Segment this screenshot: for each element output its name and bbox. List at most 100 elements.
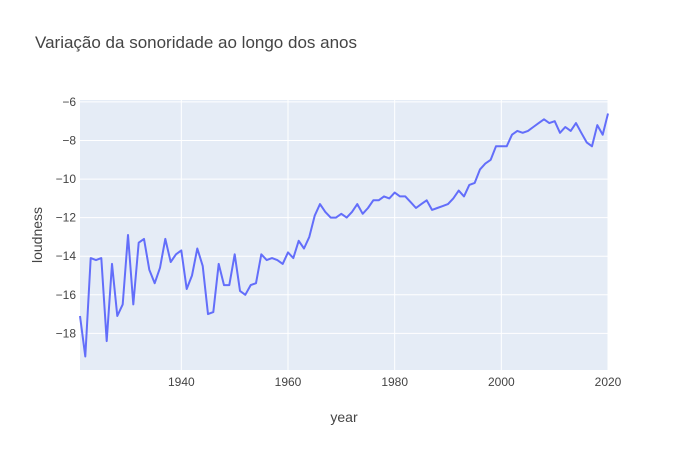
data-point: [338, 211, 344, 217]
data-point: [242, 292, 248, 298]
data-point: [552, 118, 558, 124]
data-point: [306, 234, 312, 240]
data-point: [461, 193, 467, 199]
data-point: [93, 257, 99, 263]
data-point: [226, 282, 232, 288]
data-point: [285, 249, 291, 255]
data-point: [333, 215, 339, 221]
data-point: [482, 161, 488, 167]
data-point: [221, 282, 227, 288]
data-point: [88, 255, 94, 261]
data-point: [194, 246, 200, 252]
data-point: [296, 238, 302, 244]
data-point: [530, 124, 536, 130]
x-tick-label: 1940: [168, 375, 195, 389]
data-point: [450, 195, 456, 201]
data-point: [184, 286, 190, 292]
data-point: [509, 132, 515, 138]
data-point: [541, 116, 547, 122]
data-point: [386, 195, 392, 201]
data-point: [376, 197, 382, 203]
data-point: [466, 182, 472, 188]
data-point: [290, 255, 296, 261]
data-point: [370, 197, 376, 203]
data-point: [392, 190, 398, 196]
y-tick-label: −6: [62, 95, 76, 109]
data-point: [413, 205, 419, 211]
data-point: [488, 157, 494, 163]
data-point: [504, 143, 510, 149]
x-tick-label: 1960: [275, 375, 302, 389]
data-point: [525, 128, 531, 134]
tick-labels: 1940 1960 1980 2000 2020 −18 −16 −14 −12 −10 −8 −6: [56, 95, 622, 389]
data-point: [210, 309, 216, 315]
data-point: [429, 207, 435, 213]
data-point: [514, 128, 520, 134]
data-point: [354, 201, 360, 207]
data-point: [557, 130, 563, 136]
data-point: [301, 246, 307, 252]
data-point: [274, 257, 280, 263]
y-tick-label: −10: [56, 172, 77, 186]
data-point: [130, 301, 136, 307]
x-tick-label: 2000: [488, 375, 515, 389]
data-point: [125, 232, 131, 238]
data-point: [520, 130, 526, 136]
data-point: [562, 124, 568, 130]
data-point: [253, 280, 259, 286]
data-point: [584, 139, 590, 145]
grid-lines: [80, 100, 609, 370]
data-point: [349, 209, 355, 215]
data-point: [205, 311, 211, 317]
x-axis-title: year: [330, 409, 358, 425]
data-point: [269, 255, 275, 261]
data-point: [568, 128, 574, 134]
data-point: [344, 215, 350, 221]
data-point: [456, 188, 462, 194]
data-point: [114, 313, 120, 319]
data-point: [157, 265, 163, 271]
data-point: [402, 193, 408, 199]
y-tick-label: −16: [56, 288, 77, 302]
data-point: [445, 201, 451, 207]
data-point: [82, 354, 88, 360]
data-point: [280, 261, 286, 267]
data-point: [600, 132, 606, 138]
data-point: [536, 120, 542, 126]
y-tick-label: −14: [56, 249, 77, 263]
data-point: [418, 201, 424, 207]
data-point: [189, 273, 195, 279]
data-point: [152, 280, 158, 286]
y-axis-title: loudness: [29, 207, 45, 263]
data-point: [232, 251, 238, 257]
data-point: [98, 255, 104, 261]
data-point: [594, 122, 600, 128]
data-point: [546, 120, 552, 126]
data-point: [77, 313, 83, 319]
data-point: [248, 282, 254, 288]
data-point: [434, 205, 440, 211]
data-point: [328, 215, 334, 221]
data-point: [472, 180, 478, 186]
plot-area: [80, 100, 608, 370]
data-point: [317, 201, 323, 207]
data-point: [162, 236, 168, 242]
data-point: [136, 240, 142, 246]
y-tick-label: −18: [56, 326, 77, 340]
series-line: [79, 113, 609, 358]
data-point: [440, 203, 446, 209]
data-point: [477, 166, 483, 172]
data-point: [120, 301, 126, 307]
data-point: [312, 213, 318, 219]
data-point: [104, 338, 110, 344]
data-point: [360, 211, 366, 217]
data-point: [493, 143, 499, 149]
data-point: [589, 143, 595, 149]
data-point: [424, 197, 430, 203]
data-point: [168, 259, 174, 265]
data-point: [397, 193, 403, 199]
data-point: [141, 236, 147, 242]
chart-title: Variação da sonoridade ao longo dos anos: [35, 33, 357, 52]
data-point: [573, 120, 579, 126]
